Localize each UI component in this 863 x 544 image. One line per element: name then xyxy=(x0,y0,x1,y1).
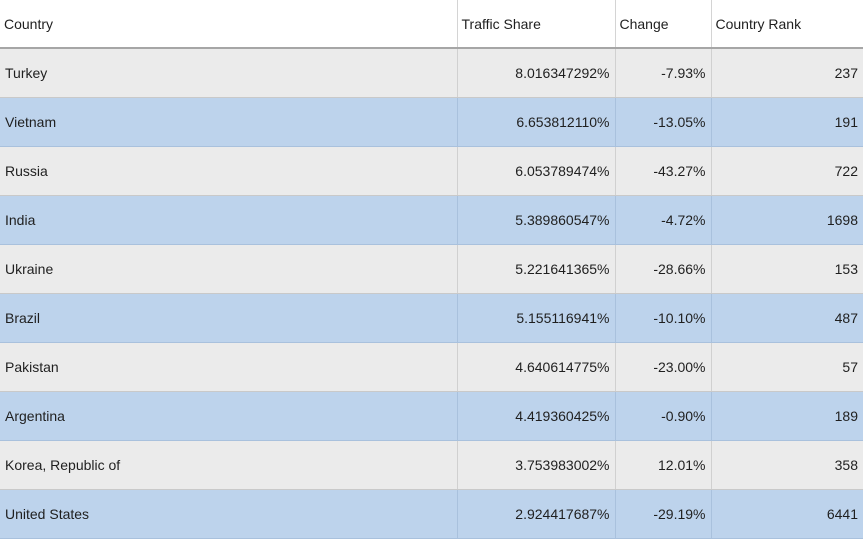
change-cell: -4.72% xyxy=(615,195,712,245)
traffic-share-cell: 6.053789474% xyxy=(457,146,616,196)
table-row: Brazil 5.155116941% -10.10% 487 xyxy=(0,293,863,343)
country-rank-cell: 358 xyxy=(711,440,863,490)
change-cell: -10.10% xyxy=(615,293,712,343)
table-row: Ukraine 5.221641365% -28.66% 153 xyxy=(0,244,863,294)
column-header-change[interactable]: Change xyxy=(615,0,712,49)
change-cell: -28.66% xyxy=(615,244,712,294)
country-rank-cell: 237 xyxy=(711,48,863,98)
change-cell: -23.00% xyxy=(615,342,712,392)
country-rank-cell: 1698 xyxy=(711,195,863,245)
change-cell: -7.93% xyxy=(615,48,712,98)
table-body: Turkey 8.016347292% -7.93% 237 Vietnam 6… xyxy=(0,48,863,539)
country-rank-cell: 189 xyxy=(711,391,863,441)
header-row: Country Traffic Share Change Country Ran… xyxy=(0,0,863,49)
change-cell: -43.27% xyxy=(615,146,712,196)
column-header-country-rank[interactable]: Country Rank xyxy=(711,0,863,49)
country-rank-cell: 191 xyxy=(711,97,863,147)
column-header-country[interactable]: Country xyxy=(0,0,458,49)
country-cell: Turkey xyxy=(0,48,458,98)
traffic-share-cell: 4.419360425% xyxy=(457,391,616,441)
country-rank-cell: 57 xyxy=(711,342,863,392)
change-cell: -0.90% xyxy=(615,391,712,441)
country-cell: India xyxy=(0,195,458,245)
change-cell: -29.19% xyxy=(615,489,712,539)
traffic-share-cell: 4.640614775% xyxy=(457,342,616,392)
table-row: Turkey 8.016347292% -7.93% 237 xyxy=(0,48,863,98)
country-cell: Ukraine xyxy=(0,244,458,294)
traffic-share-cell: 5.155116941% xyxy=(457,293,616,343)
table-row: India 5.389860547% -4.72% 1698 xyxy=(0,195,863,245)
table-header: Country Traffic Share Change Country Ran… xyxy=(0,0,863,49)
country-rank-cell: 722 xyxy=(711,146,863,196)
traffic-share-cell: 5.389860547% xyxy=(457,195,616,245)
traffic-share-cell: 3.753983002% xyxy=(457,440,616,490)
change-cell: 12.01% xyxy=(615,440,712,490)
country-rank-cell: 153 xyxy=(711,244,863,294)
country-rank-cell: 6441 xyxy=(711,489,863,539)
traffic-share-cell: 5.221641365% xyxy=(457,244,616,294)
country-rank-cell: 487 xyxy=(711,293,863,343)
table-row: Pakistan 4.640614775% -23.00% 57 xyxy=(0,342,863,392)
country-cell: Vietnam xyxy=(0,97,458,147)
traffic-share-cell: 8.016347292% xyxy=(457,48,616,98)
country-cell: United States xyxy=(0,489,458,539)
traffic-share-cell: 6.653812110% xyxy=(457,97,616,147)
country-cell: Russia xyxy=(0,146,458,196)
country-cell: Brazil xyxy=(0,293,458,343)
table-row: Vietnam 6.653812110% -13.05% 191 xyxy=(0,97,863,147)
column-header-traffic-share[interactable]: Traffic Share xyxy=(457,0,616,49)
traffic-share-cell: 2.924417687% xyxy=(457,489,616,539)
table-row: Korea, Republic of 3.753983002% 12.01% 3… xyxy=(0,440,863,490)
country-cell: Korea, Republic of xyxy=(0,440,458,490)
table-row: United States 2.924417687% -29.19% 6441 xyxy=(0,489,863,539)
table-row: Russia 6.053789474% -43.27% 722 xyxy=(0,146,863,196)
change-cell: -13.05% xyxy=(615,97,712,147)
country-cell: Argentina xyxy=(0,391,458,441)
table-row: Argentina 4.419360425% -0.90% 189 xyxy=(0,391,863,441)
country-cell: Pakistan xyxy=(0,342,458,392)
